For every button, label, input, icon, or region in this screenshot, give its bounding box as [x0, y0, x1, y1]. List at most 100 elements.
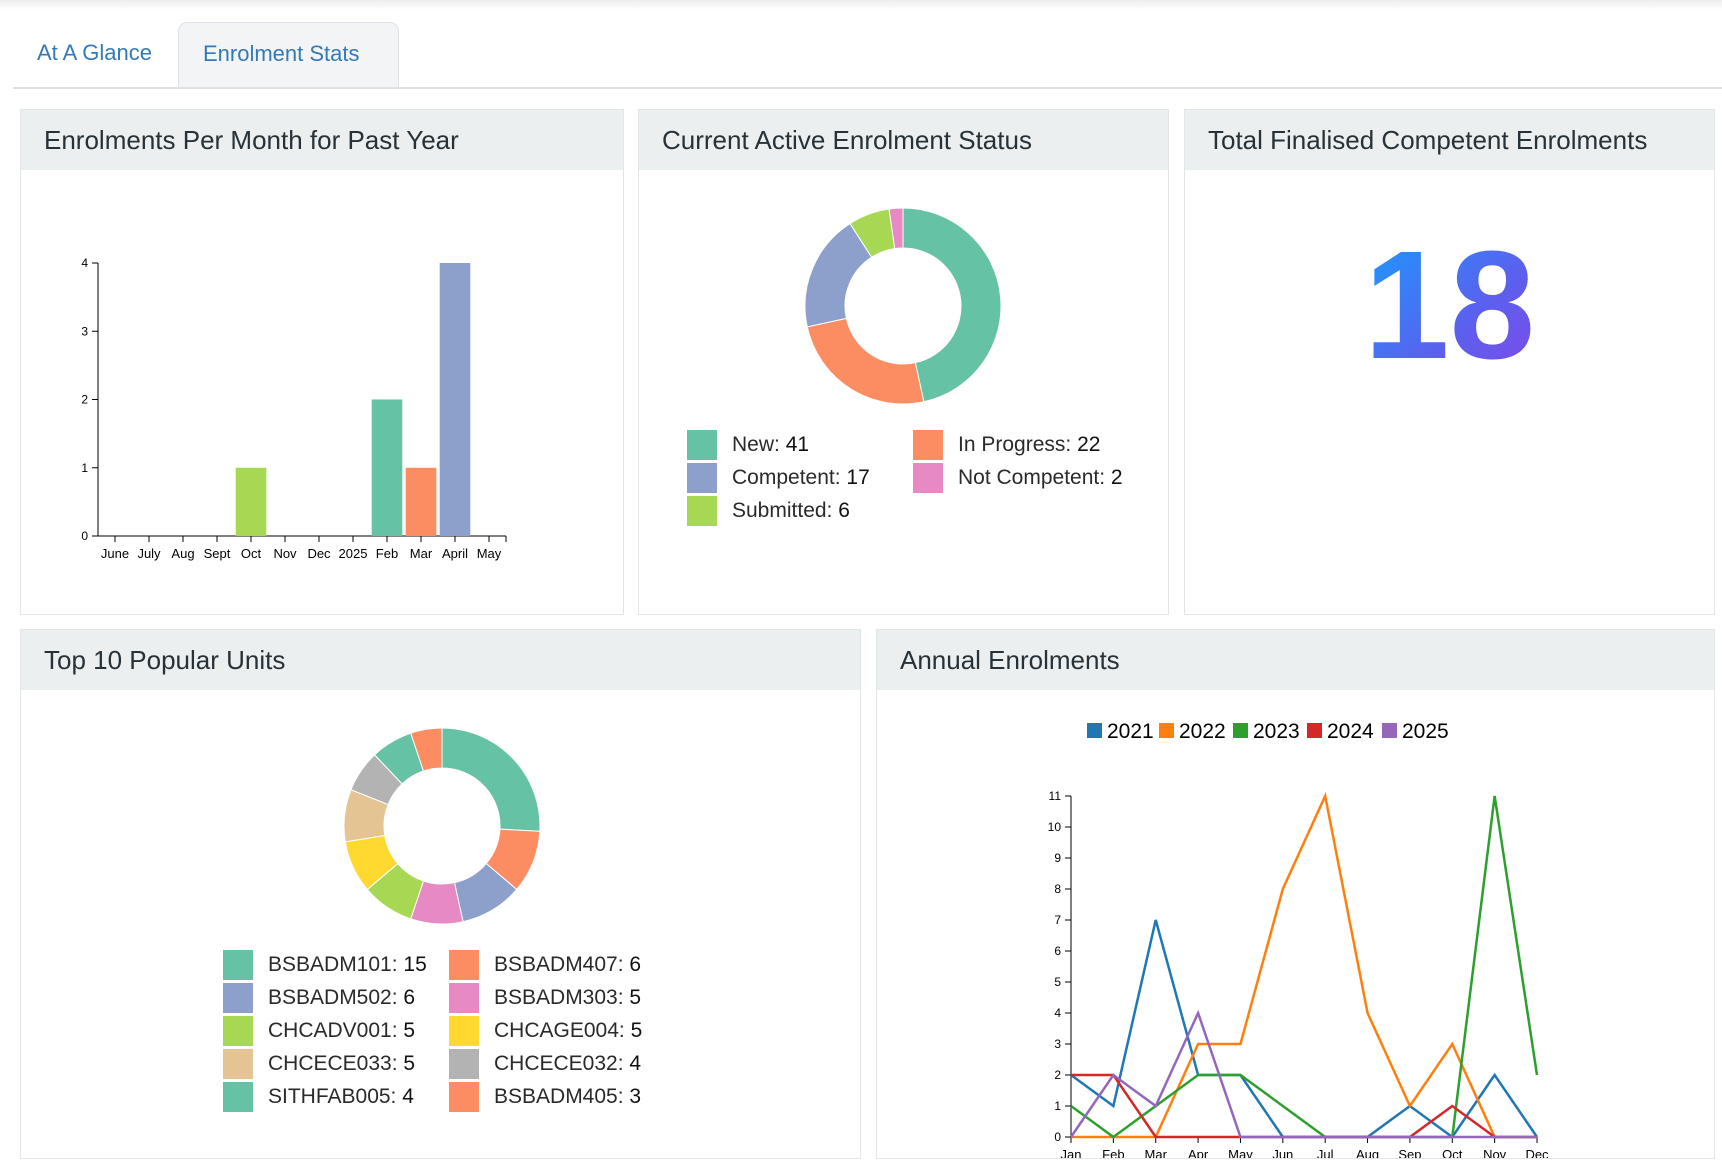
x-tick-label: Jan — [1061, 1147, 1082, 1158]
legend-item: BSBADM303: 5 — [449, 983, 641, 1013]
x-tick-label: Dec — [307, 546, 331, 561]
legend-swatch — [687, 496, 717, 526]
legend-value: 2 — [1110, 466, 1123, 489]
legend-swatch-2024 — [1307, 723, 1322, 738]
x-tick-label: Nov — [1483, 1147, 1507, 1158]
legend-label-2021: 2021 — [1107, 720, 1154, 743]
legend-item: New: 41 — [687, 430, 809, 460]
card-top-units: Top 10 Popular Units BSBADM101: 15 BSBADM… — [20, 629, 861, 1159]
legend-swatch — [449, 1016, 479, 1046]
x-tick-label: Mar — [410, 546, 433, 561]
legend-swatch — [223, 983, 253, 1013]
legend-label: In Progress: — [958, 433, 1078, 456]
x-tick-label: Oct — [241, 546, 262, 561]
legend-label: SITHFAB005: — [268, 1085, 403, 1108]
legend-item: CHCECE032: 4 — [449, 1049, 641, 1079]
legend-swatch — [449, 1082, 479, 1112]
status-slice-new — [902, 207, 1002, 403]
legend-item: Submitted: 6 — [687, 496, 850, 526]
legend-label: BSBADM303: — [494, 986, 630, 1009]
card-annual-enrolments: Annual Enrolments 0 1 2 3 4 5 6 7 8 9 10 11 Jan Feb Ma… — [876, 629, 1715, 1162]
card-body: 18 — [1185, 170, 1714, 616]
y-tick-label: 8 — [1054, 882, 1061, 896]
legend-label-2024: 2024 — [1327, 720, 1374, 743]
y-tick-label: 6 — [1054, 944, 1061, 958]
x-tick-label: Aug — [171, 546, 194, 561]
series-line-2024 — [1071, 1073, 1537, 1139]
legend-item: Not Competent: 2 — [913, 463, 1123, 493]
x-tick-label: 2025 — [339, 546, 368, 561]
x-tick-label: June — [101, 546, 129, 561]
legend-value: 41 — [785, 433, 810, 456]
legend-swatch — [449, 983, 479, 1013]
y-tick-label: 4 — [1054, 1006, 1061, 1020]
y-tick-label: 5 — [1054, 975, 1061, 989]
legend-label: BSBADM405: — [494, 1085, 630, 1108]
y-tick-label: 0 — [81, 529, 88, 543]
x-tick-label: July — [137, 546, 161, 561]
legend-value: 4 — [629, 1052, 642, 1075]
legend-value: 15 — [403, 953, 427, 976]
legend-value: 4 — [402, 1085, 414, 1108]
y-tick-label: 2 — [81, 393, 88, 407]
card-title: Enrolments Per Month for Past Year — [21, 110, 623, 170]
legend-item: CHCAGE004: 5 — [449, 1016, 642, 1046]
x-tick-label: Nov — [273, 546, 297, 561]
legend-swatch — [913, 463, 943, 493]
y-tick-label: 3 — [81, 324, 88, 338]
y-tick-label: 1 — [1054, 1099, 1061, 1113]
legend-item: BSBADM405: 3 — [449, 1082, 641, 1112]
status-slice-not-competent — [888, 207, 904, 250]
card-body: 0 1 2 3 4 June July Aug Sept Oct Nov Dec 2025 Feb Mar A… — [21, 170, 623, 616]
legend-swatch-2021 — [1087, 723, 1102, 738]
card-enrolments-per-month: Enrolments Per Month for Past Year 0 1 2 3 4… — [20, 109, 624, 615]
card-title: Current Active Enrolment Status — [639, 110, 1168, 170]
y-tick-label: 2 — [1054, 1068, 1061, 1082]
status-slice-in-progress — [806, 317, 925, 405]
units-slice-bsbadm405 — [410, 727, 443, 772]
x-tick-label: Oct — [1442, 1147, 1463, 1158]
legend-label: Competent: — [732, 466, 847, 489]
legend-value: 6 — [629, 953, 642, 976]
legend-value: 17 — [846, 466, 870, 489]
card-body: New: 41 Competent: 17 Submitted: 6 In Progr… — [639, 170, 1168, 616]
x-tick-label: Jun — [1272, 1147, 1293, 1158]
legend-item: BSBADM407: 6 — [449, 950, 641, 980]
units-legend: BSBADM101: 15 BSBADM502: 6 CHCADV001: 5 CHC… — [223, 950, 683, 1120]
x-tick-label: Jul — [1317, 1147, 1334, 1158]
card-active-status: Current Active Enrolment Status New: 41 C… — [638, 109, 1169, 615]
legend-label: BSBADM502: — [268, 986, 404, 1009]
y-tick-label: 10 — [1048, 820, 1062, 834]
legend-label: CHCADV001: — [268, 1019, 404, 1042]
legend-label-2023: 2023 — [1253, 720, 1300, 743]
units-slice-bsbadm101 — [441, 727, 541, 832]
legend-item: In Progress: 22 — [913, 430, 1100, 460]
x-tick-label: Apr — [1188, 1147, 1209, 1158]
legend-value: 5 — [630, 1019, 643, 1042]
card-body: BSBADM101: 15 BSBADM502: 6 CHCADV001: 5 CHC… — [21, 690, 860, 1160]
legend-item: CHCADV001: 5 — [223, 1016, 415, 1046]
legend-label: BSBADM101: — [268, 953, 404, 976]
legend-label: New: — [732, 433, 786, 456]
card-title: Total Finalised Competent Enrolments — [1185, 110, 1714, 170]
legend-swatch-2022 — [1159, 723, 1174, 738]
legend-value: 22 — [1077, 433, 1101, 456]
tab-at-a-glance[interactable]: At A Glance — [37, 40, 152, 65]
legend-value: 6 — [838, 499, 850, 522]
card-body: 0 1 2 3 4 5 6 7 8 9 10 11 Jan Feb Mar Apr May Jun Jul Aug Se… — [877, 690, 1714, 1162]
legend-label: Not Competent: — [958, 466, 1111, 489]
legend-label-2025: 2025 — [1402, 720, 1449, 743]
legend-label: CHCECE032: — [494, 1052, 630, 1075]
top-shadow — [0, 0, 1722, 10]
y-tick-label: 1 — [81, 461, 88, 475]
x-tick-label: April — [442, 546, 468, 561]
finalised-count: 18 — [1185, 228, 1714, 382]
legend-label: CHCECE033: — [268, 1052, 404, 1075]
tab-enrolment-stats[interactable]: Enrolment Stats — [178, 22, 399, 87]
legend-label-2022: 2022 — [1179, 720, 1226, 743]
legend-swatch — [687, 463, 717, 493]
bar-april — [439, 263, 471, 536]
legend-swatch-2023 — [1233, 723, 1248, 738]
x-tick-label: Mar — [1145, 1147, 1168, 1158]
y-tick-label: 0 — [1054, 1130, 1061, 1144]
